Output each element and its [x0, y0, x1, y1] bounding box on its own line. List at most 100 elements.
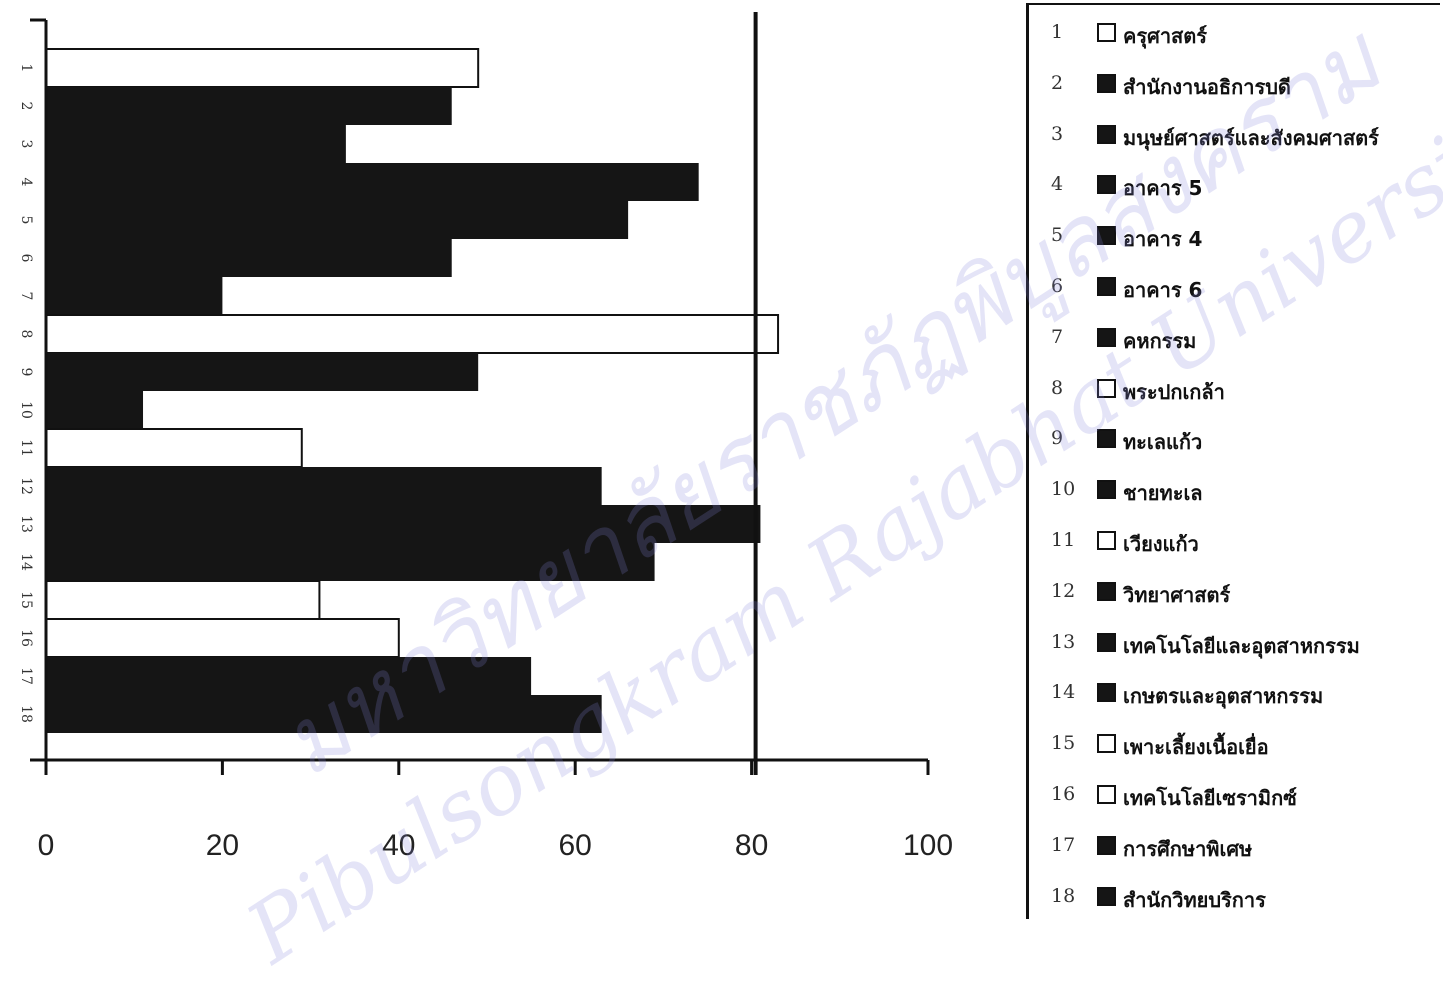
legend-number: 16	[1051, 783, 1077, 805]
bar-5	[46, 201, 628, 239]
y-tick-label: 14	[18, 553, 34, 571]
bar-15	[46, 581, 319, 619]
legend-swatch	[1097, 582, 1116, 601]
bar-6	[46, 239, 452, 277]
legend-label: คหกรรม	[1123, 325, 1196, 357]
y-tick-label: 8	[18, 330, 34, 339]
legend-label: วิทยาศาสตร์	[1123, 579, 1230, 611]
legend-item: 12 วิทยาศาสตร์	[1029, 578, 1439, 608]
x-tick-label: 20	[206, 829, 239, 862]
bar-11	[46, 429, 302, 467]
legend-number: 7	[1051, 326, 1077, 348]
bar-9	[46, 353, 478, 391]
x-tick-label: 80	[735, 829, 768, 862]
legend-swatch	[1097, 429, 1116, 448]
bar-17	[46, 657, 531, 695]
bar-8	[46, 315, 778, 353]
legend-item: 11 เวียงแก้ว	[1029, 527, 1439, 557]
bar-14	[46, 543, 655, 581]
legend-label: มนุษย์ศาสตร์และสังคมศาสตร์	[1123, 122, 1379, 154]
legend-item: 7 คหกรรม	[1029, 324, 1439, 354]
legend-item: 5 อาคาร 4	[1029, 222, 1439, 252]
y-tick-label: 6	[18, 254, 34, 263]
y-tick-label: 2	[18, 102, 34, 111]
bar-13	[46, 505, 760, 543]
legend-label: พระปกเกล้า	[1123, 376, 1225, 408]
legend-item: 1 ครุศาสตร์	[1029, 19, 1439, 49]
legend-number: 2	[1051, 72, 1077, 94]
legend-number: 3	[1051, 123, 1077, 145]
legend: 1 ครุศาสตร์ 2 สำนักงานอธิการบดี 3 มนุษย์ศาสตร…	[1026, 3, 1440, 919]
legend-label: เทคโนโลยีเซรามิกซ์	[1123, 782, 1297, 814]
bar-18	[46, 695, 602, 733]
legend-label: ชายทะเล	[1123, 477, 1203, 509]
legend-number: 6	[1051, 275, 1077, 297]
legend-swatch	[1097, 531, 1116, 550]
bar-3	[46, 125, 346, 163]
legend-swatch	[1097, 785, 1116, 804]
legend-label: ทะเลแก้ว	[1123, 426, 1202, 458]
y-tick-label: 17	[18, 667, 34, 685]
y-tick-label: 5	[18, 216, 34, 225]
legend-label: อาคาร 6	[1123, 274, 1202, 306]
legend-swatch	[1097, 328, 1116, 347]
x-tick-label: 0	[38, 829, 55, 862]
legend-label: ครุศาสตร์	[1123, 20, 1207, 52]
legend-number: 9	[1051, 427, 1077, 449]
bar-2	[46, 87, 452, 125]
y-tick-label: 16	[18, 629, 34, 647]
legend-swatch	[1097, 175, 1116, 194]
y-tick-label: 15	[18, 591, 34, 609]
y-tick-label: 4	[18, 178, 34, 187]
legend-number: 15	[1051, 732, 1077, 754]
bar-4	[46, 163, 699, 201]
legend-swatch	[1097, 23, 1116, 42]
y-tick-label: 1	[18, 64, 34, 73]
legend-swatch	[1097, 480, 1116, 499]
legend-swatch	[1097, 226, 1116, 245]
legend-swatch	[1097, 887, 1116, 906]
legend-label: เทคโนโลยีและอุตสาหกรรม	[1123, 630, 1360, 662]
legend-number: 5	[1051, 224, 1077, 246]
legend-item: 4 อาคาร 5	[1029, 171, 1439, 201]
legend-number: 14	[1051, 681, 1077, 703]
legend-number: 11	[1051, 529, 1077, 551]
legend-swatch	[1097, 734, 1116, 753]
legend-swatch	[1097, 125, 1116, 144]
y-tick-label: 9	[18, 368, 34, 377]
legend-item: 10 ชายทะเล	[1029, 476, 1439, 506]
legend-number: 4	[1051, 173, 1077, 195]
legend-item: 18 สำนักวิทยบริการ	[1029, 883, 1439, 913]
legend-number: 12	[1051, 580, 1077, 602]
x-tick-label: 60	[559, 829, 592, 862]
x-tick-label: 40	[382, 829, 415, 862]
legend-item: 2 สำนักงานอธิการบดี	[1029, 70, 1439, 100]
legend-number: 1	[1051, 21, 1077, 43]
legend-number: 10	[1051, 478, 1077, 500]
legend-item: 8 พระปกเกล้า	[1029, 375, 1439, 405]
bar-10	[46, 391, 143, 429]
legend-swatch	[1097, 74, 1116, 93]
legend-number: 17	[1051, 834, 1077, 856]
legend-swatch	[1097, 277, 1116, 296]
legend-label: การศึกษาพิเศษ	[1123, 833, 1252, 865]
legend-item: 17 การศึกษาพิเศษ	[1029, 832, 1439, 862]
x-tick-label: 100	[903, 829, 953, 862]
legend-swatch	[1097, 836, 1116, 855]
bar-7	[46, 277, 222, 315]
y-tick-label: 11	[18, 439, 34, 457]
legend-item: 13 เทคโนโลยีและอุตสาหกรรม	[1029, 629, 1439, 659]
legend-item: 9 ทะเลแก้ว	[1029, 425, 1439, 455]
legend-item: 6 อาคาร 6	[1029, 273, 1439, 303]
legend-label: เวียงแก้ว	[1123, 528, 1199, 560]
legend-item: 14 เกษตรและอุตสาหกรรม	[1029, 679, 1439, 709]
y-tick-label: 10	[18, 401, 34, 419]
legend-swatch	[1097, 379, 1116, 398]
bar-12	[46, 467, 602, 505]
legend-label: อาคาร 5	[1123, 172, 1202, 204]
y-tick-label: 13	[18, 515, 34, 533]
legend-label: เกษตรและอุตสาหกรรม	[1123, 680, 1323, 712]
legend-item: 16 เทคโนโลยีเซรามิกซ์	[1029, 781, 1439, 811]
bar-1	[46, 49, 478, 87]
legend-number: 18	[1051, 885, 1077, 907]
